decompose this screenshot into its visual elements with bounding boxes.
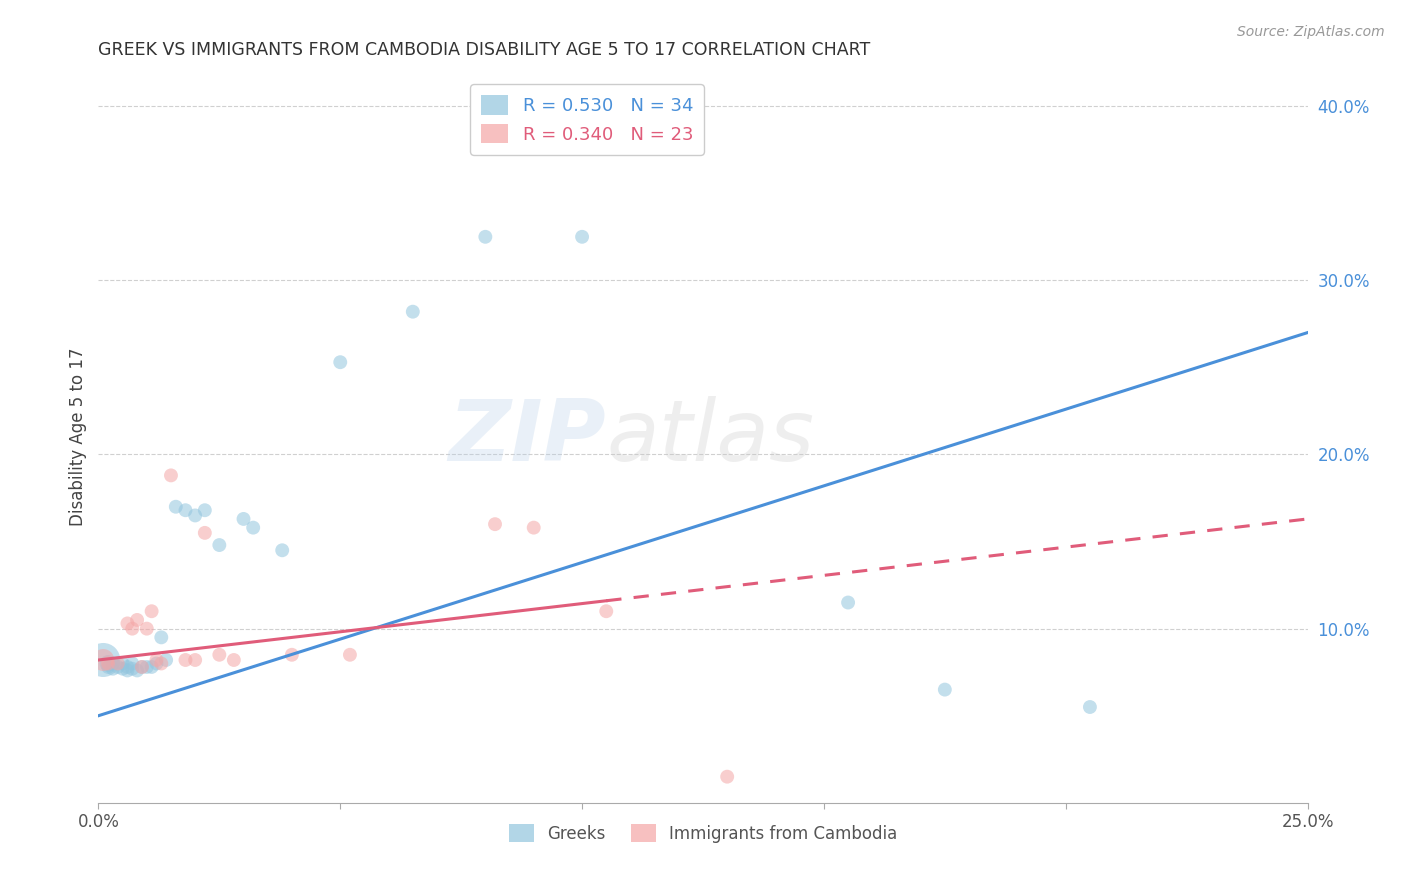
Point [271, 543, 294, 558]
Point [135, 622, 157, 636]
Point [184, 508, 207, 523]
Text: atlas: atlas [606, 395, 814, 479]
Point [242, 521, 264, 535]
Point [160, 468, 183, 483]
Point [97, 657, 120, 671]
Y-axis label: Disability Age 5 to 17: Disability Age 5 to 17 [69, 348, 87, 526]
Point [91, 653, 114, 667]
Legend: Greeks, Immigrants from Cambodia: Greeks, Immigrants from Cambodia [502, 817, 904, 849]
Point [117, 660, 139, 674]
Point [145, 653, 167, 667]
Point [97, 657, 120, 671]
Point [222, 653, 245, 667]
Point [150, 631, 173, 645]
Point [131, 660, 153, 674]
Point [97, 660, 120, 674]
Point [145, 657, 167, 671]
Point [127, 664, 149, 678]
Point [194, 503, 217, 517]
Text: GREEK VS IMMIGRANTS FROM CAMBODIA DISABILITY AGE 5 TO 17 CORRELATION CHART: GREEK VS IMMIGRANTS FROM CAMBODIA DISABI… [98, 41, 870, 59]
Point [155, 653, 177, 667]
Point [484, 517, 506, 532]
Point [934, 682, 956, 697]
Point [127, 613, 149, 627]
Point [91, 653, 114, 667]
Point [107, 657, 129, 671]
Point [339, 648, 361, 662]
Point [474, 229, 496, 244]
Point [101, 657, 124, 671]
Point [595, 604, 617, 618]
Point [141, 604, 163, 618]
Point [208, 648, 231, 662]
Point [107, 660, 129, 674]
Text: ZIP: ZIP [449, 395, 606, 479]
Point [111, 657, 134, 671]
Point [571, 229, 593, 244]
Point [232, 512, 254, 526]
Point [121, 622, 143, 636]
Point [117, 616, 139, 631]
Point [716, 770, 738, 784]
Point [121, 657, 143, 671]
Point [281, 648, 304, 662]
Point [165, 500, 187, 514]
Point [329, 355, 352, 369]
Point [131, 660, 153, 674]
Point [1078, 700, 1101, 714]
Point [121, 662, 143, 676]
Point [135, 660, 157, 674]
Point [523, 521, 546, 535]
Point [837, 595, 859, 609]
Point [111, 662, 134, 676]
Point [184, 653, 207, 667]
Point [208, 538, 231, 552]
Point [117, 664, 139, 678]
Point [174, 503, 197, 517]
Point [150, 657, 173, 671]
Point [141, 660, 163, 674]
Point [402, 304, 425, 318]
Text: Source: ZipAtlas.com: Source: ZipAtlas.com [1237, 25, 1385, 39]
Point [101, 662, 124, 676]
Point [194, 525, 217, 540]
Point [174, 653, 197, 667]
